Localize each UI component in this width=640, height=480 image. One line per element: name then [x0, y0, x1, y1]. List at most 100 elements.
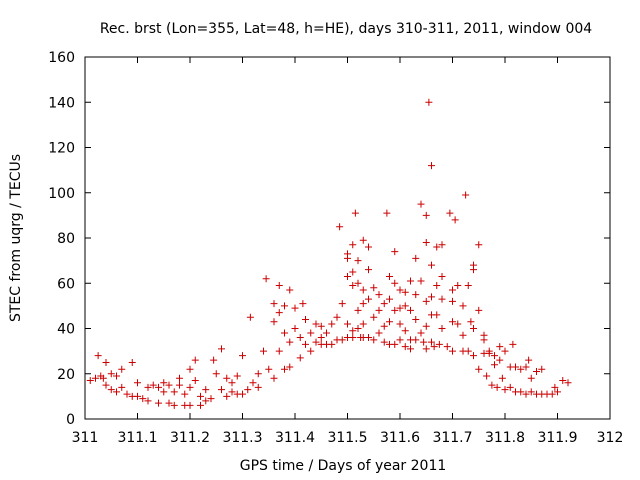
- data-point: [160, 388, 168, 396]
- data-point: [144, 397, 152, 405]
- y-tick-label: 140: [48, 95, 75, 111]
- data-point: [281, 302, 288, 310]
- data-point: [286, 338, 294, 346]
- data-point: [354, 279, 362, 287]
- x-tick-label: 311.8: [485, 430, 525, 446]
- data-point: [428, 261, 435, 269]
- data-point: [438, 325, 446, 332]
- data-point: [113, 372, 120, 380]
- data-point: [139, 395, 147, 403]
- data-point: [525, 356, 533, 364]
- data-point: [328, 320, 336, 328]
- data-point: [438, 241, 446, 249]
- data-point: [548, 390, 556, 398]
- data-point: [107, 386, 115, 394]
- data-point: [386, 318, 393, 326]
- data-point: [118, 383, 126, 391]
- data-point: [218, 386, 225, 394]
- data-point: [228, 379, 236, 387]
- data-point: [118, 365, 126, 373]
- data-point: [365, 243, 372, 251]
- data-point: [197, 401, 204, 409]
- data-point: [391, 340, 399, 348]
- data-point: [506, 383, 514, 391]
- data-point: [464, 347, 472, 355]
- data-point: [134, 379, 141, 387]
- data-point: [501, 386, 509, 394]
- data-point: [349, 241, 357, 249]
- y-tick-label: 80: [57, 231, 75, 247]
- data-point: [512, 363, 519, 371]
- data-point: [113, 388, 120, 396]
- data-point: [281, 329, 288, 337]
- y-axis-label: STEC from uqrg / TECUs: [8, 154, 24, 322]
- data-point: [386, 295, 393, 303]
- data-point: [307, 329, 315, 337]
- data-point: [483, 372, 491, 380]
- y-tick-label: 20: [57, 367, 75, 383]
- data-point: [239, 352, 246, 360]
- data-point: [480, 336, 488, 344]
- data-point: [207, 395, 215, 403]
- x-tick-label: 311.7: [432, 430, 472, 446]
- data-point: [354, 257, 362, 265]
- data-point: [349, 282, 357, 290]
- data-point: [501, 347, 509, 355]
- data-point: [86, 377, 94, 385]
- data-point: [281, 365, 288, 373]
- data-point: [459, 302, 467, 310]
- data-point: [370, 336, 378, 344]
- data-point: [475, 241, 483, 249]
- data-point: [359, 300, 367, 308]
- data-point: [417, 277, 425, 285]
- data-point: [380, 322, 388, 330]
- data-point: [186, 365, 194, 373]
- data-point: [451, 216, 459, 224]
- data-point: [407, 306, 414, 314]
- data-point: [365, 266, 372, 274]
- x-tick-label: 311.5: [327, 430, 367, 446]
- data-point: [380, 338, 388, 346]
- data-point: [412, 291, 420, 299]
- data-point: [218, 345, 225, 353]
- data-point: [491, 361, 498, 369]
- data-point: [165, 399, 173, 407]
- data-point: [430, 343, 438, 351]
- data-point: [488, 381, 496, 389]
- data-point: [275, 347, 283, 355]
- data-point: [527, 388, 535, 396]
- data-point: [375, 329, 383, 337]
- data-point: [438, 272, 446, 280]
- data-point: [375, 306, 383, 314]
- data-point: [522, 390, 530, 398]
- data-point: [396, 320, 404, 328]
- data-point: [533, 367, 540, 375]
- data-point: [210, 356, 218, 364]
- data-point: [428, 162, 435, 170]
- data-point: [498, 374, 506, 382]
- data-point: [349, 327, 357, 335]
- data-point: [433, 282, 441, 290]
- data-point: [380, 300, 388, 308]
- data-point: [328, 340, 336, 348]
- data-point: [155, 399, 162, 407]
- data-point: [375, 291, 383, 299]
- data-point: [212, 370, 220, 378]
- data-point: [454, 282, 462, 290]
- data-point: [422, 297, 430, 305]
- data-point: [128, 358, 136, 366]
- data-point: [359, 236, 367, 244]
- data-point: [428, 338, 435, 346]
- data-point: [349, 268, 357, 276]
- y-tick-label: 40: [57, 322, 75, 338]
- data-point: [391, 279, 399, 287]
- data-point: [144, 383, 152, 391]
- data-point: [559, 377, 567, 385]
- data-point: [475, 365, 483, 373]
- data-point: [470, 266, 477, 274]
- data-point: [467, 318, 475, 326]
- data-point: [391, 248, 399, 256]
- data-point: [92, 374, 99, 382]
- data-point: [186, 401, 194, 409]
- data-point: [170, 401, 178, 409]
